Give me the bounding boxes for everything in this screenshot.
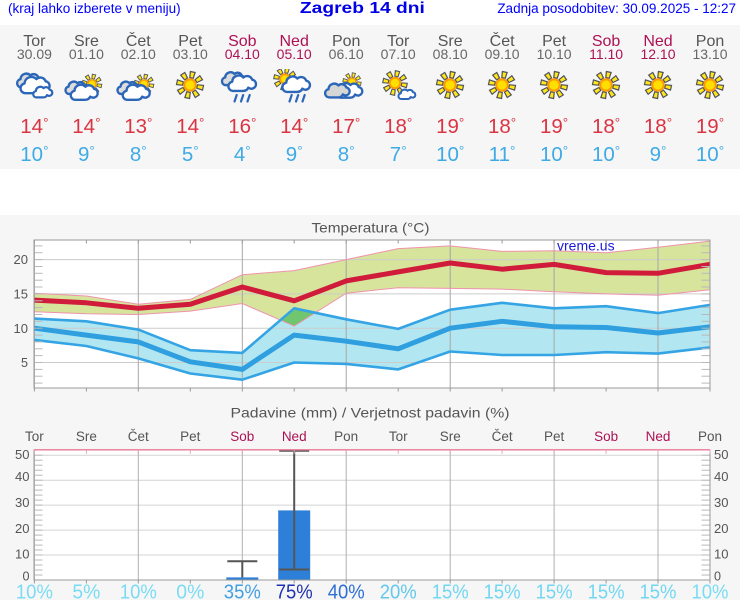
svg-text:75%: 75% — [276, 582, 313, 600]
svg-text:Sob: Sob — [594, 429, 618, 444]
svg-text:20: 20 — [714, 522, 729, 536]
svg-text:15%: 15% — [588, 582, 625, 600]
svg-text:Tor: Tor — [25, 429, 44, 444]
svg-text:30: 30 — [15, 496, 30, 510]
svg-text:15%: 15% — [640, 582, 677, 600]
svg-text:35%: 35% — [224, 582, 261, 600]
svg-text:Pon: Pon — [698, 429, 722, 444]
svg-text:15%: 15% — [536, 582, 573, 600]
svg-text:20%: 20% — [380, 582, 417, 600]
svg-text:Temperatura (°C): Temperatura (°C) — [312, 220, 430, 236]
svg-text:10%: 10% — [16, 582, 53, 600]
svg-text:40: 40 — [15, 470, 30, 484]
svg-text:5%: 5% — [72, 582, 100, 600]
svg-text:10: 10 — [714, 547, 729, 561]
svg-text:0: 0 — [714, 570, 721, 584]
svg-text:40%: 40% — [328, 582, 365, 600]
svg-text:10: 10 — [15, 547, 30, 561]
svg-text:Ned: Ned — [646, 429, 671, 444]
svg-text:Pon: Pon — [334, 429, 358, 444]
svg-text:Sob: Sob — [230, 429, 254, 444]
svg-text:30: 30 — [714, 496, 729, 510]
svg-text:0%: 0% — [176, 582, 204, 600]
svg-text:Pet: Pet — [544, 429, 565, 444]
svg-text:5: 5 — [21, 356, 28, 370]
svg-text:Sre: Sre — [440, 429, 461, 444]
svg-text:40: 40 — [714, 470, 729, 484]
svg-text:15%: 15% — [432, 582, 469, 600]
svg-text:20: 20 — [15, 522, 30, 536]
svg-text:10: 10 — [14, 322, 29, 336]
svg-text:vreme.us: vreme.us — [557, 238, 615, 254]
svg-text:Tor: Tor — [389, 429, 408, 444]
svg-text:10%: 10% — [120, 582, 157, 600]
svg-text:20: 20 — [14, 253, 29, 267]
svg-text:Čet: Čet — [128, 429, 149, 444]
svg-text:Sre: Sre — [76, 429, 97, 444]
svg-text:Padavine (mm) / Verjetnost pad: Padavine (mm) / Verjetnost padavin (%) — [231, 405, 510, 421]
svg-text:10%: 10% — [692, 582, 729, 600]
svg-text:50: 50 — [714, 448, 729, 462]
svg-text:15: 15 — [14, 288, 29, 302]
svg-text:Ned: Ned — [282, 429, 307, 444]
svg-text:Pet: Pet — [180, 429, 201, 444]
svg-text:50: 50 — [15, 448, 30, 462]
svg-text:0: 0 — [23, 570, 30, 584]
svg-text:15%: 15% — [484, 582, 521, 600]
svg-text:Čet: Čet — [492, 429, 513, 444]
